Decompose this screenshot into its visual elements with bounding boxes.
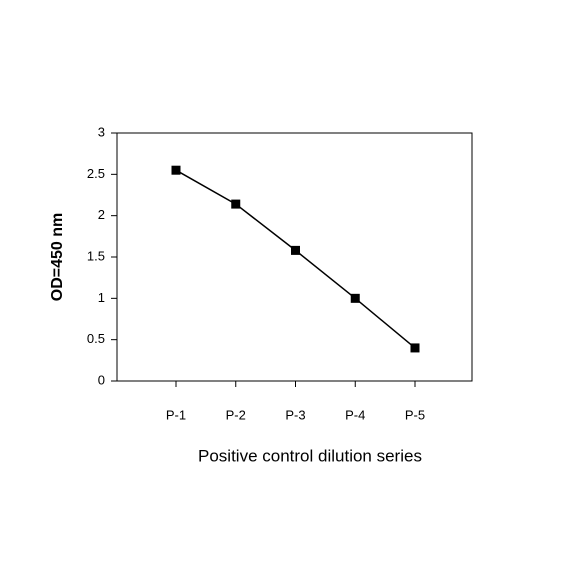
x-tick-label: P-1 bbox=[166, 407, 186, 422]
marker bbox=[171, 165, 181, 175]
y-tick-label: 2.5 bbox=[87, 166, 105, 181]
marker bbox=[350, 293, 360, 303]
x-tick-label: P-5 bbox=[405, 407, 425, 422]
x-tick-label: P-3 bbox=[285, 407, 305, 422]
y-tick-label: 0.5 bbox=[87, 331, 105, 346]
x-axis-label: Positive control dilution series bbox=[198, 446, 422, 465]
y-tick-label: 1 bbox=[98, 290, 105, 305]
data-line bbox=[175, 169, 416, 349]
y-axis-label: OD=450 nm bbox=[49, 213, 66, 301]
y-tick-label: 3 bbox=[98, 124, 105, 139]
x-tick-label: P-4 bbox=[345, 407, 365, 422]
marker bbox=[231, 199, 241, 209]
x-tick-label: P-2 bbox=[226, 407, 246, 422]
y-tick-label: 2 bbox=[98, 207, 105, 222]
y-tick-label: 0 bbox=[98, 372, 105, 387]
marker bbox=[291, 245, 300, 255]
marker bbox=[410, 343, 420, 353]
y-tick-label: 1.5 bbox=[87, 248, 105, 263]
